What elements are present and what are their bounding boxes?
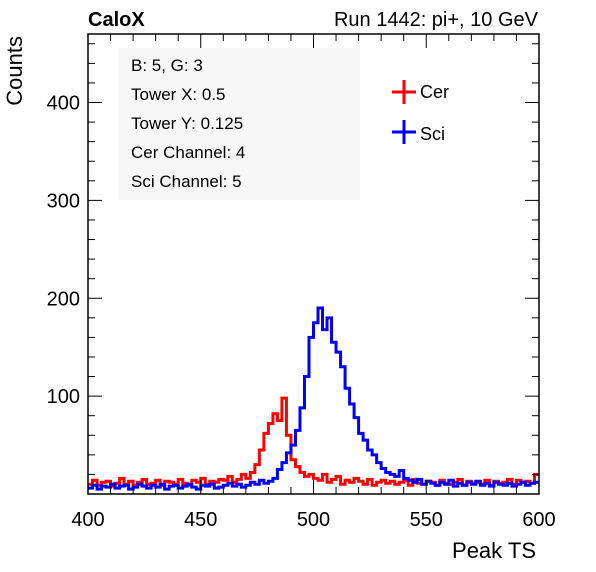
y-tick-label: 300 [47, 190, 80, 212]
info-line-cer-channel: Cer Channel: 4 [131, 143, 245, 162]
legend-marker-sci [392, 120, 416, 144]
x-tick-label: 550 [410, 509, 443, 531]
legend-label-cer: Cer [420, 82, 449, 102]
info-line-block-gain: B: 5, G: 3 [131, 56, 203, 75]
info-line-tower-y: Tower Y: 0.125 [131, 114, 243, 133]
legend-marker-cer [392, 80, 416, 104]
x-tick-label: 500 [297, 509, 330, 531]
x-tick-label: 450 [184, 509, 217, 531]
y-axis-title: Counts [2, 36, 27, 106]
x-tick-label: 400 [71, 509, 104, 531]
info-box [118, 48, 360, 200]
x-axis-title: Peak TS [452, 538, 536, 563]
legend-label-sci: Sci [420, 124, 445, 144]
tick-layer: 400 450 500 550 600 100 200 300 400 [47, 34, 556, 531]
series-layer [88, 306, 539, 491]
header-left-label: CaloX [88, 9, 145, 31]
info-line-tower-x: Tower X: 0.5 [131, 85, 226, 104]
y-tick-label: 400 [47, 93, 80, 115]
header-right-label: Run 1442: pi+, 10 GeV [334, 9, 539, 31]
legend: Cer Sci [392, 80, 449, 144]
y-tick-label: 100 [47, 386, 80, 408]
series-line-sci [88, 306, 539, 491]
y-tick-label: 200 [47, 288, 80, 310]
info-line-sci-channel: Sci Channel: 5 [131, 172, 242, 191]
x-tick-label: 600 [522, 509, 555, 531]
